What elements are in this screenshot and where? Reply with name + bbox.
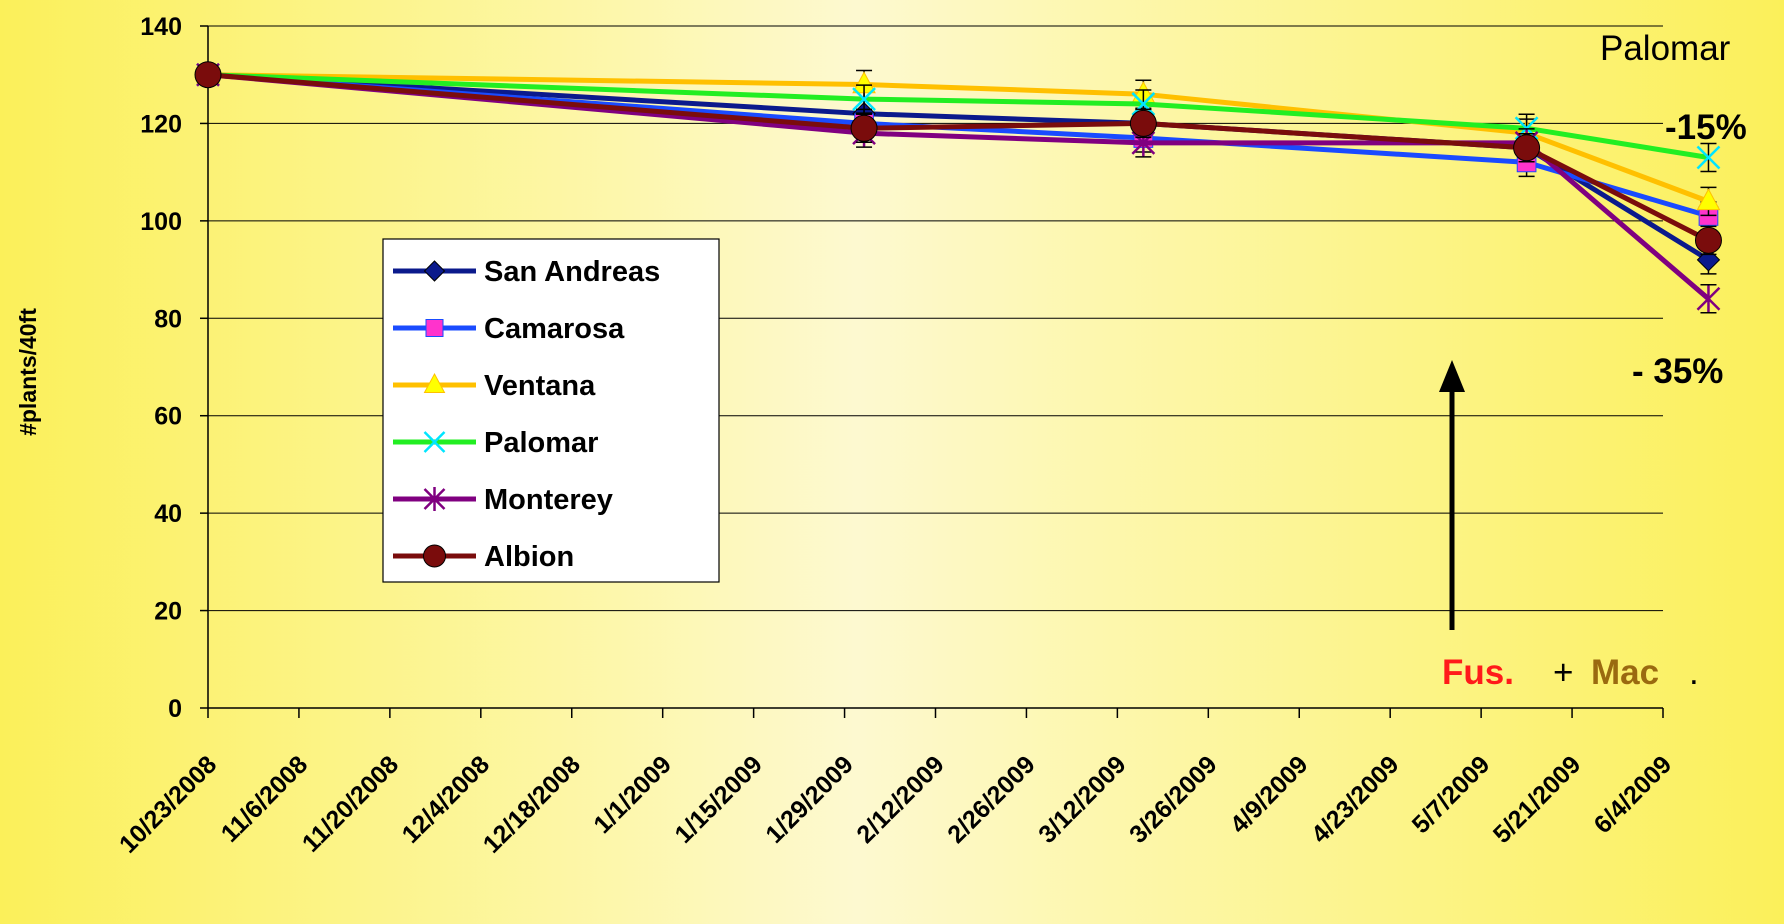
legend-marker-san-andreas <box>423 260 446 282</box>
legend-label-ventana: Ventana <box>484 370 596 402</box>
annotations: Palomar -15% - 35% Fus. + Mac . <box>1439 29 1747 692</box>
x-tick-label: 1/15/2009 <box>669 750 767 848</box>
legend-item-camarosa: Camarosa <box>393 313 625 345</box>
x-tick-label: 4/23/2009 <box>1306 750 1404 848</box>
y-tick-label: 100 <box>140 208 182 236</box>
label-layer: 0 20 40 60 80 100 120 140 10/23/200811/6/200811/… <box>114 13 1677 859</box>
palomar-annotation: Palomar <box>1600 29 1731 68</box>
x-tick-label: 1/1/2009 <box>588 750 677 839</box>
data-point-albion <box>1694 226 1722 254</box>
x-tick-label: 3/26/2009 <box>1124 750 1222 848</box>
x-tick-label: 4/9/2009 <box>1225 750 1314 839</box>
x-tick-label: 6/4/2009 <box>1589 750 1678 839</box>
x-tick-label: 11/6/2008 <box>216 750 314 848</box>
legend-label-san-andreas: San Andreas <box>484 256 660 288</box>
y-tick-label: 60 <box>154 403 182 431</box>
x-tick-label: 12/4/2008 <box>397 750 496 849</box>
legend-marker-monterey <box>423 487 446 511</box>
y-axis-label: #plants/40ft <box>15 308 41 436</box>
series-layer <box>194 61 1722 314</box>
series-albion <box>194 61 1722 256</box>
legend-item-ventana: Ventana <box>393 370 596 402</box>
x-tick-label: 3/12/2009 <box>1033 750 1131 848</box>
y-tick-label: 40 <box>154 500 182 528</box>
legend-item-albion: Albion <box>393 541 574 573</box>
monterey-percent: - 35% <box>1632 352 1723 391</box>
x-tick-label: 12/18/2008 <box>478 750 586 858</box>
data-point-palomar <box>1131 92 1156 116</box>
data-point-palomar <box>852 87 876 111</box>
legend-item-san-andreas: San Andreas <box>393 256 660 288</box>
data-point-albion <box>194 61 222 89</box>
x-tick-label: 5/21/2009 <box>1488 750 1586 848</box>
mac-label: Mac <box>1591 653 1659 692</box>
x-tick-label: 11/20/2008 <box>297 750 404 857</box>
legend-box <box>382 238 720 583</box>
legend-marker-camarosa <box>425 319 444 337</box>
y-tick-label: 20 <box>154 598 182 626</box>
legend: San Andreas Camarosa Ventana Palomar Montere… <box>382 238 720 583</box>
data-point-palomar <box>1696 145 1721 170</box>
data-point-albion <box>850 114 878 142</box>
y-tick-label: 120 <box>140 110 182 138</box>
x-tick-label: 1/29/2009 <box>760 750 858 848</box>
plus-label: + <box>1553 653 1573 692</box>
y-tick-label: 0 <box>168 695 182 723</box>
x-tick-label: 2/12/2009 <box>851 750 949 848</box>
legend-marker-albion <box>423 544 446 568</box>
fus-label: Fus. <box>1442 653 1514 692</box>
legend-marker-ventana <box>423 372 446 393</box>
axis-layer <box>200 25 1664 718</box>
event-arrow-head <box>1439 360 1465 392</box>
legend-item-palomar: Palomar <box>393 427 598 459</box>
data-point-albion <box>1129 109 1157 137</box>
legend-label-palomar: Palomar <box>484 427 598 459</box>
legend-marker-palomar <box>423 431 446 453</box>
x-tick-label: 10/23/2008 <box>114 750 222 858</box>
legend-label-camarosa: Camarosa <box>484 313 625 345</box>
legend-label-monterey: Monterey <box>484 484 613 516</box>
y-tick-label: 140 <box>140 13 182 41</box>
y-tick-label: 80 <box>154 305 182 333</box>
x-tick-label: 2/26/2009 <box>942 750 1040 848</box>
legend-item-monterey: Monterey <box>393 484 613 516</box>
data-point-albion <box>1513 134 1541 162</box>
x-tick-label: 5/7/2009 <box>1407 750 1496 839</box>
data-point-monterey <box>1696 285 1721 312</box>
legend-items: San Andreas Camarosa Ventana Palomar Montere… <box>393 256 660 573</box>
data-point-ventana <box>1696 188 1721 211</box>
period-label: . <box>1689 653 1699 692</box>
data-point-san-andreas <box>1696 248 1721 272</box>
palomar-percent: -15% <box>1665 108 1747 147</box>
legend-label-albion: Albion <box>484 541 574 573</box>
